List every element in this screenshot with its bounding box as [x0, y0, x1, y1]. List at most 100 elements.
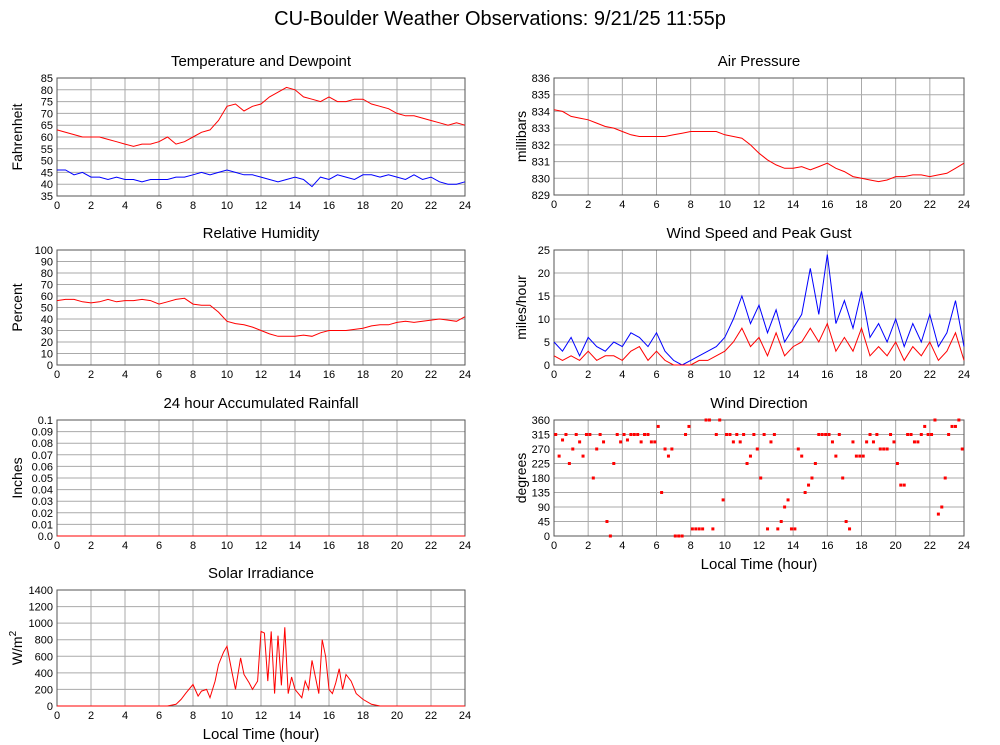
x-tick-label: 8 — [688, 199, 694, 211]
data-point — [615, 433, 619, 436]
x-tick-label: 6 — [653, 540, 659, 552]
data-point — [803, 491, 807, 494]
x-tick-label: 24 — [459, 200, 471, 212]
y-tick-label: 75 — [41, 97, 53, 109]
y-tick-label: 0.01 — [32, 519, 53, 531]
data-point — [844, 520, 848, 523]
data-point — [950, 424, 954, 428]
x-tick-label: 22 — [924, 540, 936, 552]
data-point — [783, 505, 787, 509]
y-tick-label: 65 — [41, 120, 53, 132]
data-point — [742, 433, 746, 436]
data-point — [735, 433, 739, 436]
data-point — [830, 440, 834, 444]
data-point — [588, 433, 592, 436]
y-tick-label: 0.05 — [32, 473, 53, 485]
data-point — [769, 440, 773, 444]
x-tick-label: 12 — [255, 710, 267, 722]
y-tick-label: 100 — [35, 245, 53, 257]
y-tick-label: 85 — [41, 73, 53, 85]
y-tick-label: 200 — [35, 684, 53, 696]
x-tick-label: 4 — [619, 199, 625, 211]
data-point — [885, 447, 889, 451]
data-point — [861, 454, 865, 458]
data-point — [728, 433, 732, 436]
y-tick-label: 1000 — [29, 618, 53, 630]
y-tick-label: 25 — [538, 245, 550, 257]
data-point — [602, 440, 606, 444]
data-point — [933, 418, 937, 422]
x-tick-label: 8 — [190, 710, 196, 722]
data-point — [625, 438, 629, 442]
data-point — [813, 462, 817, 465]
data-point — [684, 433, 688, 436]
data-point — [824, 433, 828, 436]
x-tick-label: 12 — [753, 369, 765, 381]
data-point — [909, 433, 913, 436]
x-tick-label: 2 — [88, 369, 94, 381]
y-tick-label: 80 — [41, 85, 53, 97]
data-point — [561, 438, 565, 442]
y-axis-label: Percent — [9, 283, 25, 331]
data-point — [943, 476, 947, 480]
x-tick-label: 18 — [357, 200, 369, 212]
y-tick-label: 0.09 — [32, 427, 53, 439]
x-tick-label: 8 — [190, 369, 196, 381]
y-tick-label: 835 — [532, 90, 550, 102]
data-point — [629, 433, 633, 436]
y-tick-label: 832 — [532, 140, 550, 152]
x-tick-label: 2 — [88, 710, 94, 722]
data-point — [608, 534, 612, 538]
x-tick-label: 10 — [221, 369, 233, 381]
data-point — [766, 527, 770, 531]
y-tick-label: 0.1 — [38, 415, 53, 427]
data-point — [660, 491, 664, 494]
y-tick-label: 10 — [538, 314, 550, 326]
x-tick-label: 14 — [289, 369, 301, 381]
data-point — [557, 454, 561, 458]
plot-frame — [553, 249, 965, 366]
y-tick-label: 0.0 — [38, 531, 53, 543]
x-tick-label: 16 — [323, 369, 335, 381]
data-point — [704, 418, 708, 422]
x-tick-label: 18 — [357, 540, 369, 552]
plot-frame — [56, 589, 466, 707]
x-tick-label: 12 — [753, 199, 765, 211]
series-line — [553, 254, 965, 366]
data-point — [841, 476, 845, 480]
x-tick-label: 6 — [653, 369, 659, 381]
data-point — [957, 418, 961, 422]
y-axis-label: miles/hour — [513, 275, 529, 340]
y-tick-label: 15 — [538, 291, 550, 303]
x-tick-label: 20 — [391, 369, 403, 381]
x-tick-label: 14 — [289, 540, 301, 552]
data-point — [639, 440, 643, 444]
data-point — [902, 483, 906, 487]
x-tick-label: 18 — [855, 369, 867, 381]
data-point — [673, 534, 677, 538]
data-point — [591, 476, 595, 480]
x-tick-label: 20 — [391, 540, 403, 552]
x-tick-label: 8 — [688, 369, 694, 381]
y-axis-label-text: Inches — [9, 457, 25, 498]
y-tick-label: 1200 — [29, 602, 53, 614]
data-point — [916, 440, 920, 444]
y-tick-label: 45 — [41, 167, 53, 179]
x-tick-label: 2 — [585, 369, 591, 381]
data-point — [663, 447, 667, 451]
x-tick-label: 4 — [619, 369, 625, 381]
y-tick-label: 270 — [532, 444, 550, 456]
x-tick-label: 16 — [821, 369, 833, 381]
x-tick-label: 14 — [787, 369, 799, 381]
x-tick-label: 22 — [425, 200, 437, 212]
y-tick-label: 90 — [538, 502, 550, 514]
y-tick-label: 0.02 — [32, 508, 53, 520]
data-point — [574, 433, 578, 436]
y-axis-label-text: degrees — [513, 453, 529, 504]
chart-title: 24 hour Accumulated Rainfall — [163, 395, 358, 412]
data-point — [851, 440, 855, 444]
data-point — [793, 527, 797, 531]
x-tick-label: 14 — [787, 540, 799, 552]
y-tick-label: 0.06 — [32, 461, 53, 473]
